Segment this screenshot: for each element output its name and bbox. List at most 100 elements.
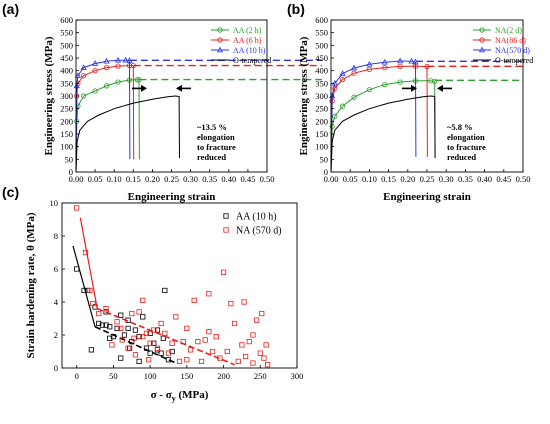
scatter-point-c-1 (257, 350, 263, 356)
marker-a-0 (81, 93, 87, 99)
panel-label-a: (a) (2, 1, 19, 17)
legend-label-a-0: AA (2 h) (233, 26, 262, 35)
scatter-point-c-0 (169, 348, 175, 355)
scatter-point-c-1 (235, 358, 241, 365)
scatter-point-c-1 (87, 287, 93, 294)
marker-b-0 (339, 103, 346, 109)
legend-b: NA(2 d)NA(86 d)NA(570 d)O-tempered (473, 26, 533, 65)
chart-c: 0 50 100 150 200 250 300 0 2 4 6 8 10 AA (10 h) NA (5… (25, 198, 303, 403)
scatter-point-c-1 (90, 301, 96, 307)
marker-b-1 (366, 66, 372, 73)
annotation-text-b: ~5.8 % (447, 122, 473, 132)
y-tick-label-a: 0 (69, 167, 73, 177)
y-tick-label-a: 600 (60, 15, 73, 25)
scatter-point-c-1 (114, 319, 120, 325)
y-tick-label-b: 200 (315, 116, 328, 126)
scatter-point-c-1 (220, 269, 227, 275)
marker-b-1 (351, 70, 357, 76)
x-tick-label-c: 150 (180, 371, 193, 381)
legend-label-a-2: AA (10 h) (233, 46, 266, 55)
x-tick-label-a: 0.40 (221, 174, 236, 184)
x-tick-label-c: 0 (75, 371, 79, 381)
y-tick-label-b: 550 (315, 28, 328, 38)
legend-marker-b-0 (479, 27, 485, 33)
scatter-point-c-0 (136, 334, 142, 340)
y-tick-label-b: 450 (315, 53, 328, 63)
legend-label-c-0: AA (10 h) (236, 212, 277, 223)
marker-b-0 (366, 87, 372, 93)
scatter-point-c-0 (107, 324, 113, 330)
marker-b-0 (428, 78, 434, 84)
scatter-point-c-1 (74, 205, 80, 211)
y-tick-label-b: 350 (315, 78, 328, 88)
fit-line-c-0-0 (72, 245, 96, 327)
scatter-point-c-1 (154, 345, 161, 351)
scatter-point-c-1 (165, 350, 172, 356)
scatter-point-c-1 (118, 325, 124, 332)
arrow-left-head-b (411, 84, 417, 92)
scatter-point-c-1 (242, 353, 249, 360)
x-tick-label-b: 0.25 (420, 174, 435, 184)
scatter-point-c-1 (191, 297, 197, 303)
fit-line-c-0-1 (94, 326, 177, 364)
marker-b-2 (350, 64, 358, 71)
y-tick-label-b: 0 (324, 167, 328, 177)
scatter-point-c-1 (109, 342, 115, 348)
arrow-right-head-a (176, 84, 182, 92)
x-tick-label-a: 0.25 (164, 174, 179, 184)
scatter-point-c-0 (88, 347, 94, 353)
scatter-point-c-1 (176, 358, 183, 365)
y-tick-label-a: 450 (60, 53, 73, 63)
scatter-point-c-1 (228, 301, 234, 307)
legend-label-a-3: O-tempered (233, 56, 271, 65)
scatter-point-c-1 (146, 357, 152, 363)
y-tick-label-b: 500 (315, 40, 328, 50)
scatter-point-c-0 (126, 345, 133, 351)
y-tick-label-c: 6 (54, 264, 58, 274)
scatter-point-c-1 (158, 320, 164, 327)
y-tick-label-c: 4 (54, 297, 59, 307)
scatter-point-c-1 (82, 249, 89, 256)
scatter-point-c-0 (99, 322, 105, 328)
legend-label-b-0: NA(2 d) (495, 26, 522, 35)
marker-a-1 (103, 65, 110, 71)
x-tick-label-b: 0.50 (516, 174, 531, 184)
x-tick-label-a: 0.45 (240, 174, 255, 184)
scatter-point-c-1 (202, 337, 208, 343)
annotation-text-a: ~13.5 % (197, 122, 227, 132)
marker-b-0 (397, 79, 403, 85)
scatter-point-c-0 (132, 327, 139, 333)
marker-a-0 (134, 77, 140, 83)
scatter-point-c-0 (165, 357, 172, 363)
y-tick-label-b: 300 (315, 91, 328, 101)
scatter-point-c-0 (107, 335, 113, 341)
curve-a-3 (75, 95, 180, 173)
panel-label-b: (b) (287, 1, 305, 17)
scatter-point-c-0 (154, 327, 161, 333)
marker-b-2 (339, 70, 346, 76)
scatter-point-c-1 (224, 348, 230, 355)
y-tick-label-a: 250 (60, 104, 73, 114)
y-axis-label-a: Engineering stress (MPa) (43, 36, 55, 155)
marker-b-0 (351, 94, 357, 100)
curve-a-1 (75, 65, 135, 173)
legend-label-b-3: O-tempered (495, 56, 533, 65)
plot-frame-c (61, 202, 298, 369)
scatter-point-c-1 (206, 291, 212, 297)
scatter-point-c-0 (96, 320, 102, 327)
x-tick-label-a: 0.50 (260, 174, 275, 184)
y-tick-label-b: 100 (315, 142, 328, 152)
scatter-point-c-1 (246, 338, 252, 345)
x-axis-label-c: σ - σy (MPa) (151, 389, 209, 403)
marker-b-1 (339, 76, 346, 83)
scatter-point-c-1 (184, 325, 190, 332)
y-tick-label-b: 150 (315, 129, 328, 139)
marker-a-2 (74, 72, 81, 78)
scatter-point-c-0 (125, 325, 131, 332)
scatter-point-c-0 (151, 340, 157, 346)
scatter-point-c-1 (132, 352, 139, 358)
annotation-text-a: elongation (197, 132, 235, 142)
chart-a: 0.00 0.05 0.10 0.15 0.20 0.25 0.30 0.35 0.40 0.45… (43, 15, 322, 203)
scatter-point-c-1 (125, 345, 131, 351)
